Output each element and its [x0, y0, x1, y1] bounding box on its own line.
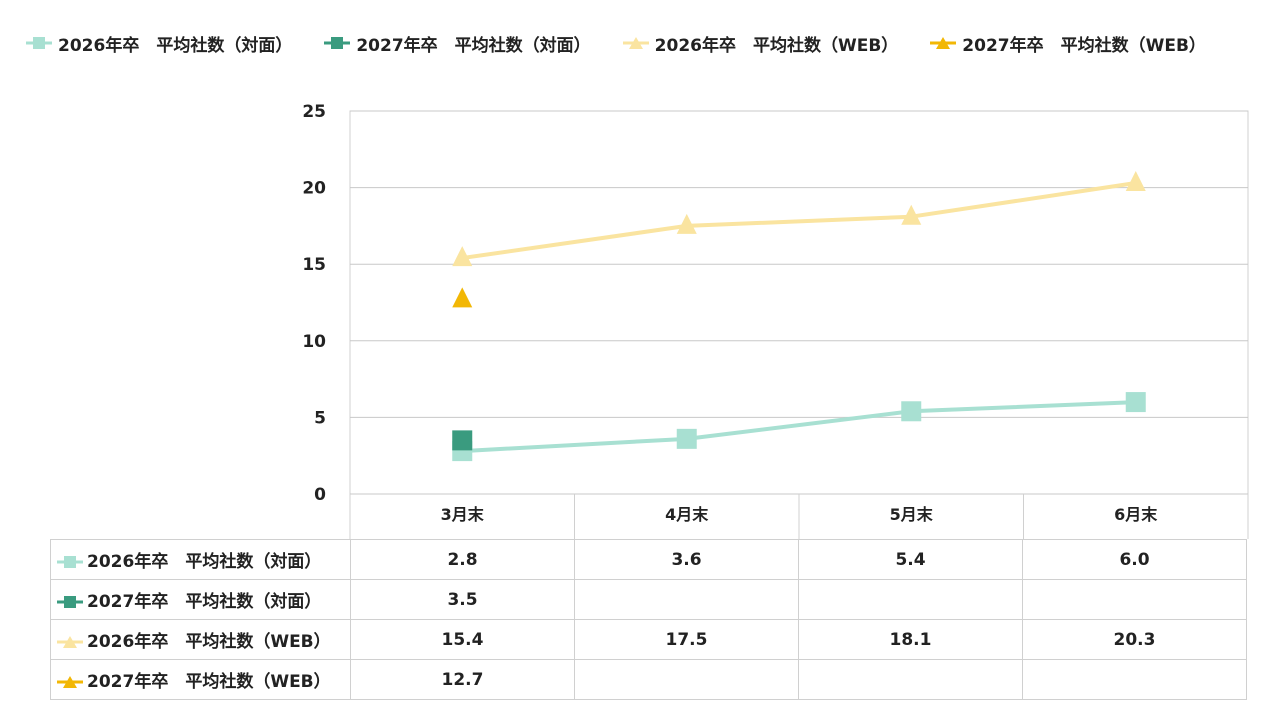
row-label: 2026年卒 平均社数（対面）	[87, 552, 322, 572]
x-category-label: 3月末	[441, 505, 485, 524]
data-point-triangle	[452, 246, 473, 267]
data-point-triangle	[676, 213, 697, 234]
table-cell	[1022, 659, 1247, 700]
data-table: 2026年卒 平均社数（対面） 2.8 3.6 5.4 6.0 2027年卒 平…	[50, 539, 1247, 700]
y-tick-label: 25	[302, 102, 326, 122]
table-cell: 6.0	[1022, 539, 1247, 580]
legend-label: 2026年卒 平均社数（対面）	[58, 35, 293, 56]
y-tick-label: 0	[314, 485, 326, 505]
legend-item-2027-web: 2027年卒 平均社数（WEB）	[928, 31, 1206, 56]
data-point-square	[1125, 392, 1146, 413]
chart-legend: 2026年卒 平均社数（対面） 2027年卒 平均社数（対面） 2026年卒 平…	[24, 30, 1254, 56]
data-point-triangle	[1125, 171, 1146, 192]
data-point-square	[452, 430, 473, 451]
legend-item-2027-face: 2027年卒 平均社数（対面）	[322, 31, 591, 56]
grid-lines	[349, 110, 1249, 539]
table-cell: 5.4	[798, 539, 1023, 580]
row-label: 2026年卒 平均社数（WEB）	[87, 632, 331, 652]
table-cell	[798, 579, 1023, 620]
table-row: 2026年卒 平均社数（対面） 2.8 3.6 5.4 6.0	[50, 539, 1247, 580]
data-point-square	[676, 428, 697, 449]
table-cell	[798, 659, 1023, 700]
table-cell	[574, 579, 799, 620]
table-row: 2027年卒 平均社数（WEB） 12.7	[50, 659, 1247, 700]
x-category-label: 6月末	[1114, 505, 1158, 524]
data-point-triangle	[901, 204, 922, 225]
row-label: 2027年卒 平均社数（対面）	[87, 592, 322, 612]
row-label: 2027年卒 平均社数（WEB）	[87, 672, 331, 692]
x-category-label: 4月末	[665, 505, 709, 524]
series-lines	[461, 181, 1137, 454]
row-swatch	[55, 675, 85, 689]
legend-swatch-2027-web	[928, 36, 958, 50]
table-cell: 2.8	[350, 539, 575, 580]
table-cell: 18.1	[798, 619, 1023, 660]
row-swatch	[55, 555, 85, 569]
y-tick-label: 10	[302, 332, 326, 352]
legend-label: 2026年卒 平均社数（WEB）	[654, 35, 899, 56]
legend-swatch-2026-face	[24, 36, 54, 50]
legend-label: 2027年卒 平均社数（対面）	[356, 35, 591, 56]
table-row: 2027年卒 平均社数（対面） 3.5	[50, 579, 1247, 620]
table-cell: 20.3	[1022, 619, 1247, 660]
series-line	[461, 181, 1137, 261]
table-row-header: 2026年卒 平均社数（対面）	[50, 539, 351, 580]
x-category-label: 5月末	[890, 505, 934, 524]
legend-item-2026-face: 2026年卒 平均社数（対面）	[24, 31, 292, 56]
legend-swatch-2026-web	[621, 36, 651, 50]
y-tick-label: 20	[302, 179, 326, 199]
x-axis-categories: 3月末 4月末 5月末 6月末	[441, 505, 1159, 524]
table-cell: 3.6	[574, 539, 799, 580]
legend-swatch-2027-face	[322, 36, 352, 50]
y-axis-ticks: 0 5 10 15 20 25	[302, 102, 326, 505]
y-tick-label: 5	[314, 408, 326, 428]
table-cell: 17.5	[574, 619, 799, 660]
table-row-header: 2027年卒 平均社数（対面）	[50, 579, 351, 620]
legend-item-2026-web: 2026年卒 平均社数（WEB）	[621, 31, 899, 56]
data-point-square	[901, 401, 922, 422]
data-point-triangle	[452, 287, 473, 308]
table-cell: 3.5	[350, 579, 575, 620]
table-cell: 15.4	[350, 619, 575, 660]
legend-label: 2027年卒 平均社数（WEB）	[962, 35, 1206, 56]
row-swatch	[55, 635, 85, 649]
table-cell	[1022, 579, 1247, 620]
table-row-header: 2027年卒 平均社数（WEB）	[50, 659, 351, 700]
table-cell: 12.7	[350, 659, 575, 700]
y-tick-label: 15	[302, 255, 326, 275]
series-line	[462, 400, 1136, 454]
table-row-header: 2026年卒 平均社数（WEB）	[50, 619, 351, 660]
table-row: 2026年卒 平均社数（WEB） 15.4 17.5 18.1 20.3	[50, 619, 1247, 660]
plot-frame	[349, 110, 1249, 495]
row-swatch	[55, 595, 85, 609]
series-markers	[452, 171, 1146, 462]
table-cell	[574, 659, 799, 700]
